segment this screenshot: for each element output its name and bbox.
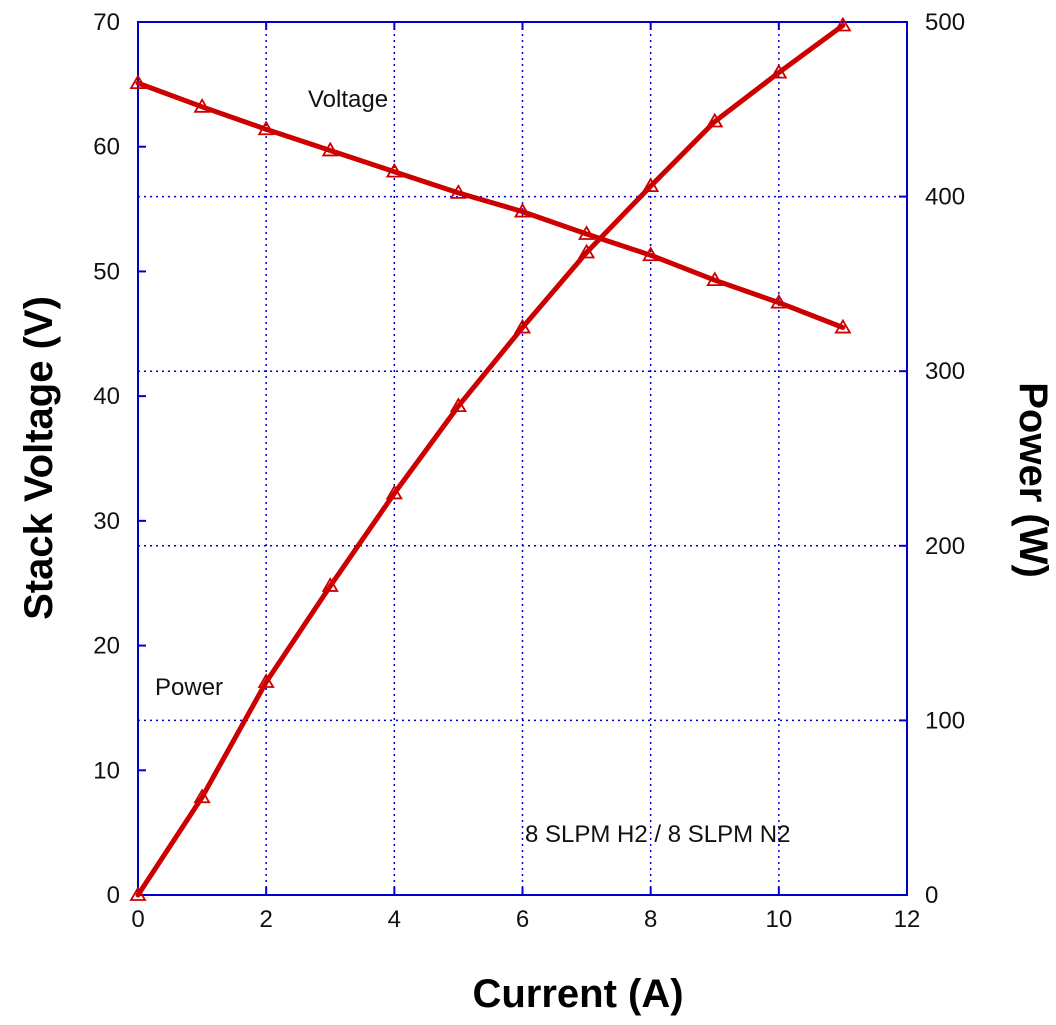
grid-lines xyxy=(138,22,907,895)
x-tick-label: 2 xyxy=(259,906,272,933)
x-tick-label: 8 xyxy=(644,906,657,933)
power-data-point xyxy=(193,788,211,804)
y2-tick-label: 200 xyxy=(925,533,965,560)
y2-tick-label: 0 xyxy=(925,882,938,909)
power-data-point xyxy=(834,16,852,32)
y-tick-label: 70 xyxy=(93,9,120,36)
annotation-flow-conditions: 8 SLPM H2 / 8 SLPM N2 xyxy=(525,821,790,848)
power-data-point xyxy=(770,63,788,79)
power-data-point xyxy=(449,397,467,413)
series-lines xyxy=(129,16,852,901)
voltage-data-point xyxy=(193,98,211,113)
x-tick-label: 0 xyxy=(131,906,144,933)
voltage-data-point xyxy=(321,141,339,157)
voltage-data-point xyxy=(257,120,275,136)
y2-axis-title: Power (W) xyxy=(1011,382,1055,578)
voltage-data-point xyxy=(449,184,467,199)
power-series-line xyxy=(135,23,846,898)
power-data-point xyxy=(642,177,660,193)
x-axis-title: Current (A) xyxy=(472,972,683,1016)
voltage-data-point xyxy=(578,225,596,240)
power-data-point xyxy=(578,243,596,259)
y2-tick-label: 400 xyxy=(925,184,965,211)
power-data-point xyxy=(706,112,724,128)
y-tick-label: 50 xyxy=(93,258,120,285)
y2-tick-label: 100 xyxy=(925,707,965,734)
power-data-point xyxy=(321,577,339,592)
voltage-data-point xyxy=(770,293,788,309)
voltage-data-point xyxy=(706,271,724,287)
y-tick-label: 60 xyxy=(93,134,120,161)
voltage-data-point xyxy=(513,202,532,218)
y-tick-label: 40 xyxy=(93,383,120,410)
x-tick-label: 4 xyxy=(388,906,401,933)
plot-frame xyxy=(137,21,908,896)
y-axis-title: Stack Voltage (V) xyxy=(17,296,61,620)
voltage-data-point xyxy=(834,318,852,334)
power-data-point xyxy=(385,484,403,500)
y-tick-label: 20 xyxy=(93,633,120,660)
x-tick-label: 6 xyxy=(516,906,529,933)
y-tick-label: 10 xyxy=(93,757,120,784)
y-tick-label: 30 xyxy=(93,508,120,535)
voltage-series-line xyxy=(135,80,846,330)
y2-tick-label: 300 xyxy=(925,358,965,385)
x-tick-label: 12 xyxy=(894,906,921,933)
power-data-point xyxy=(513,318,532,334)
x-tick-label: 10 xyxy=(765,906,792,933)
y2-tick-label: 500 xyxy=(925,9,965,36)
voltage-data-point xyxy=(642,246,660,262)
power-data-point xyxy=(257,673,275,688)
power-data-point xyxy=(129,886,147,901)
annotation-power: Power xyxy=(155,674,223,701)
voltage-data-point xyxy=(129,74,147,90)
voltage-data-point xyxy=(385,162,403,178)
annotation-voltage: Voltage xyxy=(308,86,388,113)
y-tick-label: 0 xyxy=(107,882,120,909)
